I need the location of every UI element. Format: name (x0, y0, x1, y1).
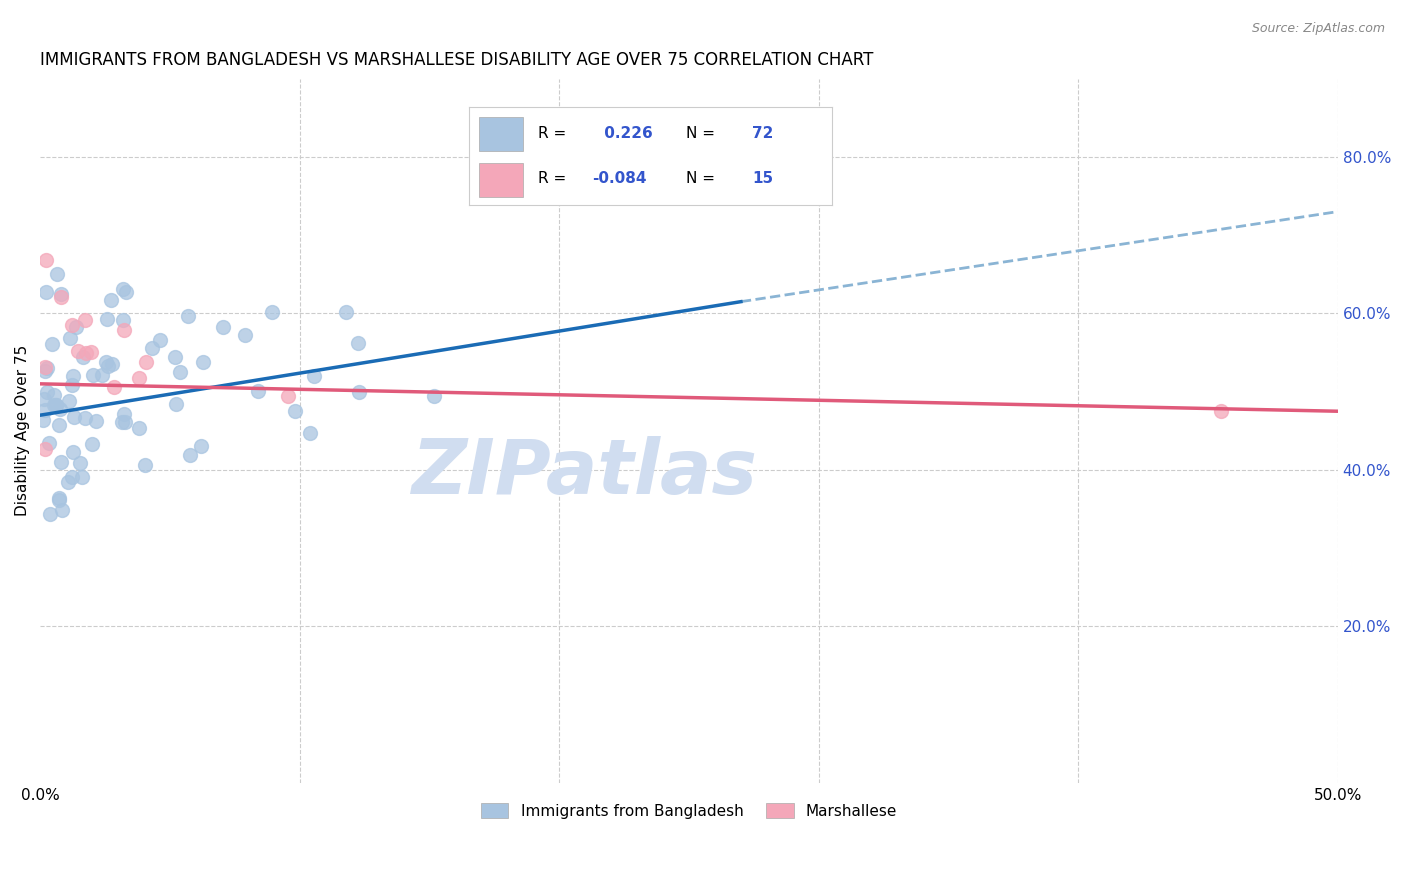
Point (176, 309, 198, 323)
Point (103, 380, 125, 394)
Point (112, 312, 135, 326)
Point (100, 293, 122, 308)
Point (233, 327, 256, 342)
Point (1209, 404, 1232, 418)
Point (134, 458, 156, 473)
Point (35, 384, 58, 399)
Point (58, 393, 80, 408)
Point (128, 421, 150, 435)
Point (91, 368, 114, 383)
Point (260, 305, 283, 319)
Point (38, 507, 60, 521)
Point (299, 426, 322, 441)
Point (149, 333, 172, 347)
Point (69, 456, 91, 470)
Point (84, 414, 107, 428)
Point (128, 371, 150, 385)
Point (35, 285, 58, 300)
Point (48, 418, 70, 433)
Y-axis label: Disability Age Over 75: Disability Age Over 75 (15, 345, 30, 516)
Point (70, 470, 93, 484)
Point (112, 282, 135, 296)
Legend: Immigrants from Bangladesh, Marshallese: Immigrants from Bangladesh, Marshallese (475, 797, 904, 825)
Point (75, 312, 97, 326)
Point (165, 396, 187, 410)
Point (114, 415, 136, 429)
Point (80, 437, 103, 451)
Point (75, 410, 97, 425)
Point (115, 285, 138, 299)
Point (42, 398, 65, 412)
Point (284, 404, 307, 418)
Point (335, 305, 357, 319)
Point (179, 448, 201, 462)
Point (32, 413, 55, 427)
Point (169, 365, 191, 379)
Point (34, 402, 56, 417)
Point (75, 345, 97, 359)
Point (247, 384, 270, 398)
Point (45, 398, 67, 412)
Point (72, 350, 94, 364)
Point (302, 368, 325, 383)
Point (346, 335, 368, 350)
Point (37, 361, 59, 376)
Point (60, 377, 83, 392)
Point (32, 392, 55, 406)
Point (135, 355, 157, 369)
Point (49, 402, 72, 417)
Point (111, 415, 134, 429)
Point (94, 355, 117, 369)
Point (423, 389, 446, 403)
Point (48, 493, 70, 508)
Point (163, 350, 186, 364)
Point (38, 436, 60, 450)
Point (112, 323, 135, 337)
Point (56, 475, 79, 489)
Point (49, 455, 72, 469)
Point (60, 318, 83, 332)
Point (277, 389, 299, 403)
Point (44, 388, 66, 402)
Point (212, 320, 235, 334)
Point (49, 286, 72, 301)
Point (34, 442, 56, 456)
Text: IMMIGRANTS FROM BANGLADESH VS MARSHALLESE DISABILITY AGE OVER 75 CORRELATION CHA: IMMIGRANTS FROM BANGLADESH VS MARSHALLES… (41, 51, 873, 69)
Point (141, 341, 163, 355)
Point (34, 252, 56, 267)
Point (62, 368, 84, 383)
Point (49, 290, 72, 304)
Text: Source: ZipAtlas.com: Source: ZipAtlas.com (1251, 22, 1385, 36)
Point (46, 267, 69, 281)
Text: ZIPatlas: ZIPatlas (412, 436, 758, 510)
Point (59, 331, 82, 345)
Point (48, 491, 70, 505)
Point (63, 410, 86, 425)
Point (45, 398, 67, 412)
Point (97, 359, 120, 373)
Point (191, 355, 214, 369)
Point (34, 363, 56, 377)
Point (190, 439, 212, 453)
Point (96, 312, 118, 326)
Point (112, 407, 135, 421)
Point (65, 320, 87, 334)
Point (101, 357, 124, 371)
Point (82, 368, 104, 382)
Point (41, 337, 63, 351)
Point (34, 359, 56, 374)
Point (347, 385, 370, 400)
Point (79, 345, 101, 359)
Point (51, 502, 73, 516)
Point (62, 445, 84, 459)
Point (66, 343, 89, 358)
Point (60, 470, 83, 484)
